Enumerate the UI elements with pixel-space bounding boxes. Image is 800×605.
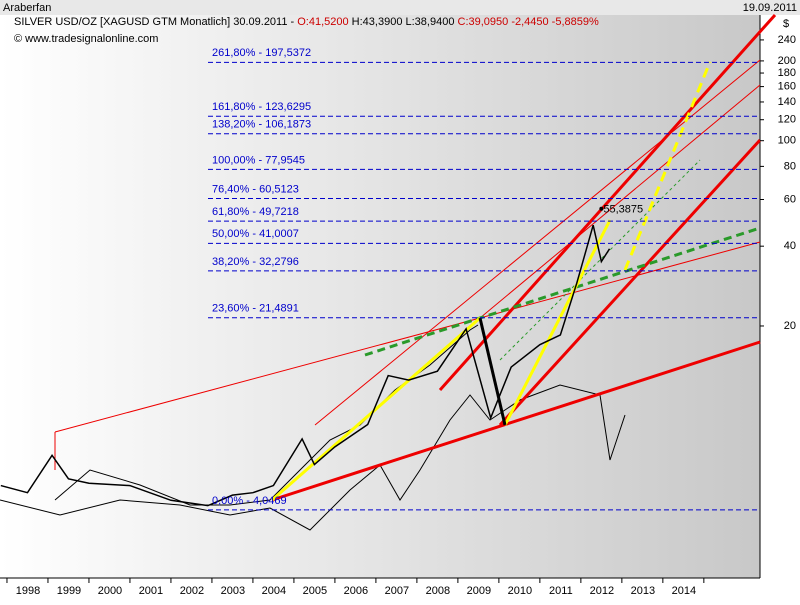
fib-label: 0,00% - 4,0469 — [212, 495, 287, 507]
copyright: © www.tradesignalonline.com — [14, 33, 158, 45]
y-tick-label: 200 — [778, 55, 796, 67]
x-tick-label: 2013 — [631, 585, 655, 597]
price-line — [0, 224, 611, 507]
x-tick-label: 2012 — [590, 585, 614, 597]
x-tick-label: 2010 — [508, 585, 532, 597]
fib-label: 100,00% - 77,9545 — [212, 154, 305, 166]
trend-line — [438, 14, 777, 391]
x-tick-label: 2001 — [139, 585, 163, 597]
x-tick-label: 2009 — [467, 585, 491, 597]
x-tick-label: 2002 — [180, 585, 204, 597]
window-title: Araberfan — [3, 2, 51, 14]
x-tick-label: 2000 — [98, 585, 122, 597]
annotation-label: 55,3875 — [603, 204, 643, 216]
annotation-point — [599, 206, 604, 211]
fib-label: 38,20% - 32,2796 — [212, 256, 299, 268]
y-tick-label: 160 — [778, 81, 796, 93]
header-segment: C:39,0950 -2,4450 -5,8859% — [458, 16, 599, 28]
y-tick-label: 80 — [784, 160, 796, 172]
x-tick-label: 2004 — [262, 585, 286, 597]
trend-line — [479, 241, 761, 319]
window-date: 19.09.2011 — [743, 2, 797, 14]
trend-line — [271, 316, 481, 502]
header-segment: SILVER USD/OZ [XAGUSD GTM Monatlich] 30.… — [14, 16, 297, 28]
trend-line — [499, 159, 701, 361]
plot-area — [0, 15, 760, 578]
bollinger-lower — [0, 384, 626, 531]
y-tick-label: 120 — [778, 114, 796, 126]
title-bar — [0, 0, 800, 15]
bollinger-upper — [54, 324, 479, 506]
trend-line — [478, 317, 507, 426]
x-tick-label: 1999 — [57, 585, 81, 597]
trend-line — [503, 219, 612, 426]
trend-line — [498, 138, 762, 427]
x-tick-label: 2007 — [385, 585, 409, 597]
trend-line — [271, 340, 761, 502]
fib-label: 261,80% - 197,5372 — [212, 47, 311, 59]
chart-header: SILVER USD/OZ [XAGUSD GTM Monatlich] 30.… — [14, 16, 599, 28]
y-tick-label: 100 — [778, 135, 796, 147]
fib-label: 76,40% - 60,5123 — [212, 183, 299, 195]
fib-label: 23,60% - 21,4891 — [212, 303, 299, 315]
header-segment: H:43,3900 L:38,9400 — [349, 16, 458, 28]
header-segment: O:41,5200 — [297, 16, 348, 28]
trend-line — [54, 317, 481, 433]
x-tick-label: 1998 — [16, 585, 40, 597]
y-tick-label: 40 — [784, 240, 796, 252]
y-tick-label: 140 — [778, 96, 796, 108]
y-unit: $ — [783, 18, 789, 30]
x-tick-label: 2008 — [426, 585, 450, 597]
x-tick-label: 2014 — [672, 585, 696, 597]
x-tick-label: 2005 — [303, 585, 327, 597]
trend-line — [364, 226, 761, 357]
fib-label: 61,80% - 49,7218 — [212, 206, 299, 218]
y-tick-label: 20 — [784, 320, 796, 332]
y-tick-label: 60 — [784, 193, 796, 205]
x-tick-label: 2003 — [221, 585, 245, 597]
x-tick-label: 2006 — [344, 585, 368, 597]
fib-label: 50,00% - 41,0007 — [212, 228, 299, 240]
fib-label: 138,20% - 106,1873 — [212, 119, 311, 131]
trend-line — [479, 84, 761, 319]
x-tick-label: 2011 — [549, 585, 573, 597]
y-tick-label: 240 — [778, 34, 796, 46]
fib-label: 161,80% - 123,6295 — [212, 101, 311, 113]
y-tick-label: 180 — [778, 67, 796, 79]
trend-drawings — [0, 14, 777, 531]
trend-line — [623, 61, 712, 271]
